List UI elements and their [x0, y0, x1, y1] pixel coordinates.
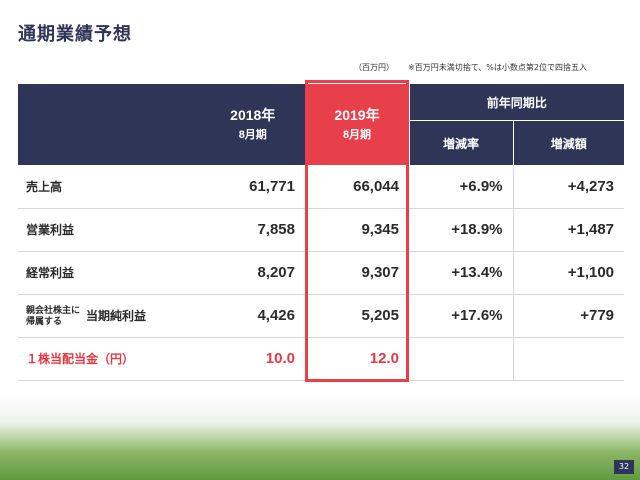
value-rate: +6.9% [409, 165, 514, 209]
unit-note: （百万円） [354, 63, 394, 72]
value-2019: 5,205 [305, 294, 409, 338]
table-row-dividend: １株当配当金（円） 10.0 12.0 [18, 337, 625, 381]
table-row: 営業利益 7,858 9,345 +18.9% +1,487 [18, 208, 625, 252]
header-2019: 2019年 8月期 [305, 84, 410, 165]
page-title: 通期業績予想 [18, 24, 132, 45]
value-2019: 12.0 [305, 337, 409, 381]
value-amount: +4,273 [513, 165, 625, 209]
table-row: 売上高 61,771 66,044 +6.9% +4,273 [18, 165, 625, 209]
rounding-note: ※百万円未満切捨て、%は小数点第2位で四捨五入 [408, 63, 587, 72]
value-2018: 10.0 [201, 337, 305, 381]
table-row: 親会社株主に 帰属する 当期純利益 4,426 5,205 +17.6% +779 [18, 294, 625, 338]
header-2018: 2018年 8月期 [201, 84, 306, 165]
row-label: 売上高 [18, 165, 201, 209]
row-label-prefix: 親会社株主に 帰属する [26, 304, 81, 326]
row-label: １株当配当金（円） [18, 337, 201, 381]
row-label-main: 当期純利益 [86, 309, 147, 323]
value-2018: 7,858 [201, 208, 305, 252]
header-rate: 増減率 [409, 120, 514, 165]
value-rate [409, 337, 514, 381]
value-2019: 9,345 [305, 208, 409, 252]
row-label: 親会社株主に 帰属する 当期純利益 [18, 294, 201, 338]
header-yoy: 前年同期比 [409, 84, 625, 121]
value-2018: 4,426 [201, 294, 305, 338]
header-blank [18, 84, 201, 165]
value-2018: 8,207 [201, 251, 305, 295]
value-2019: 9,307 [305, 251, 409, 295]
value-amount: +779 [513, 294, 625, 338]
row-label: 営業利益 [18, 208, 201, 252]
value-amount: +1,100 [513, 251, 625, 295]
value-amount: +1,487 [513, 208, 625, 252]
table-row: 経常利益 8,207 9,307 +13.4% +1,100 [18, 251, 625, 295]
forecast-table: 2018年 8月期 2019年 8月期 前年同期比 増減率 増減額 売上高 61… [18, 84, 625, 381]
row-label: 経常利益 [18, 251, 201, 295]
page-number: 32 [614, 460, 634, 474]
value-rate: +13.4% [409, 251, 514, 295]
header-amount: 増減額 [513, 120, 625, 165]
value-rate: +17.6% [409, 294, 514, 338]
value-amount [513, 337, 625, 381]
value-2018: 61,771 [201, 165, 305, 209]
value-rate: +18.9% [409, 208, 514, 252]
value-2019: 66,044 [305, 165, 409, 209]
